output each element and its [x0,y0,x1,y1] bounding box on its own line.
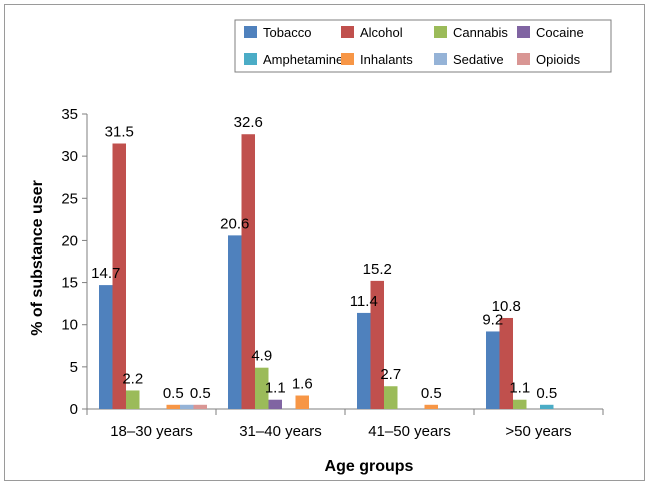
y-tick-label: 30 [61,148,78,165]
bar-cocaine [268,399,282,409]
legend-swatch-inhalants [341,53,354,65]
y-tick-label: 15 [61,275,78,292]
bar-tobacco [228,235,242,409]
x-axis: 18–30 years 31–40 years 41–50 years >50 yea… [86,408,604,440]
legend-label-amphetamine: Amphetamine [263,52,343,67]
data-label-tobacco: 9.2 [482,311,503,328]
y-axis: 0 5 10 15 20 25 30 35 [61,106,88,418]
data-label-tobacco: 11.4 [350,293,378,310]
legend-box [234,19,612,73]
bar-inhalants [424,404,438,409]
legend-swatch-cocaine [517,26,530,38]
bar-tobacco [486,331,500,409]
legend-swatch-cannabis [434,26,447,38]
y-tick-label: 25 [61,190,78,207]
data-label-amphetamine: 0.5 [536,385,557,402]
data-label-inhalants: 1.6 [292,376,313,393]
data-label-inhalants: 0.5 [163,385,184,402]
bar-amphetamine [540,404,554,409]
y-tick-label: 10 [61,317,78,334]
data-label-alcohol: 31.5 [105,124,134,141]
legend-label-sedative: Sedative [453,52,504,67]
data-label-alcohol: 15.2 [363,261,392,278]
data-label-alcohol: 10.8 [492,298,521,315]
legend-label-tobacco: Tobacco [263,25,311,40]
legend-label-cocaine: Cocaine [536,25,584,40]
data-label-cannabis: 4.9 [251,348,272,365]
bar-alcohol [370,280,384,409]
bar-inhalants [295,395,309,409]
legend-label-opioids: Opioids [536,52,581,67]
bar-alcohol [499,317,513,409]
y-axis-title: % of substance user [29,180,46,336]
x-category-label: 31–40 years [239,423,322,440]
bar-chart: Tobacco Alcohol Cannabis Cocaine Amphetamine… [29,19,612,475]
bar-tobacco [99,285,113,409]
data-label-cannabis: 2.2 [122,370,143,387]
bar-opioids [193,404,207,409]
bar-cannabis [126,390,140,409]
data-label-cannabis: 2.7 [380,366,401,383]
data-label-tobacco: 20.6 [220,215,249,232]
x-axis-title: Age groups [325,458,414,475]
bar-alcohol [112,143,126,409]
legend-label-inhalants: Inhalants [360,52,413,67]
bar-sedative [180,404,194,409]
bar-inhalants [166,404,180,409]
chart-frame: Tobacco Alcohol Cannabis Cocaine Amphetamine… [4,4,645,481]
bar-cannabis [513,399,527,409]
y-tick-label: 35 [61,106,78,123]
y-tick-label: 0 [70,401,78,418]
bar-alcohol [241,134,255,409]
bar-cannabis [384,386,398,409]
data-label-alcohol: 32.6 [234,114,263,131]
legend-swatch-alcohol [341,26,354,38]
x-category-label: >50 years [505,423,571,440]
y-tick-label: 20 [61,232,78,249]
x-category-label: 18–30 years [110,423,193,440]
legend: Tobacco Alcohol Cannabis Cocaine Amphetamine… [234,19,612,73]
bar-tobacco [357,312,371,409]
data-label-opioids: 0.5 [190,385,211,402]
data-label-tobacco: 14.7 [91,265,120,282]
legend-swatch-opioids [517,53,530,65]
legend-swatch-sedative [434,53,447,65]
data-label-inhalants: 0.5 [421,385,442,402]
data-label-cocaine: 1.1 [265,380,286,397]
data-labels: 14.7 31.5 2.2 0.5 0.5 20.6 32.6 4.9 1.1 1.6 11.4 15… [91,114,557,402]
legend-label-cannabis: Cannabis [453,25,508,40]
legend-swatch-amphetamine [244,53,257,65]
legend-label-alcohol: Alcohol [360,25,403,40]
bar-cannabis [255,367,269,409]
bars [99,134,554,409]
legend-swatch-tobacco [244,26,257,38]
data-label-cannabis: 1.1 [509,380,530,397]
x-category-label: 41–50 years [368,423,451,440]
y-tick-label: 5 [70,359,78,376]
